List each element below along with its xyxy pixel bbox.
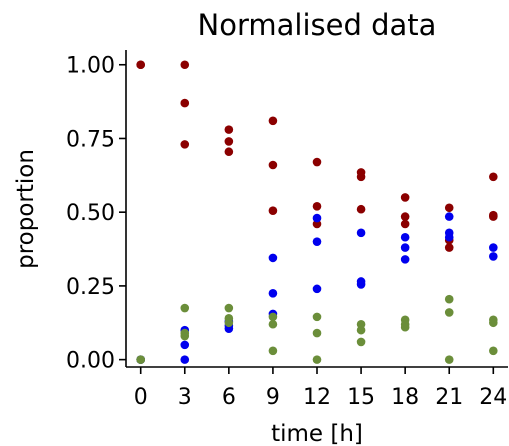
data-point-series-1 xyxy=(445,203,454,212)
y-tick-label: 1.00 xyxy=(66,54,115,79)
x-tick-label: 0 xyxy=(134,385,148,410)
x-tick-label: 15 xyxy=(347,385,375,410)
x-tick-label: 6 xyxy=(222,385,236,410)
data-point-series-3 xyxy=(180,332,189,341)
data-point-series-1 xyxy=(445,243,454,252)
data-point-series-2 xyxy=(357,280,366,289)
data-point-series-2 xyxy=(401,233,410,242)
data-point-series-3 xyxy=(313,313,322,322)
data-point-series-1 xyxy=(269,161,278,170)
data-point-series-3 xyxy=(445,295,454,304)
data-point-series-3 xyxy=(180,304,189,313)
data-point-series-3 xyxy=(225,318,234,327)
data-point-series-2 xyxy=(445,233,454,242)
data-point-series-3 xyxy=(401,323,410,332)
data-point-series-2 xyxy=(401,243,410,252)
data-point-series-3 xyxy=(225,304,234,313)
data-point-series-2 xyxy=(313,237,322,246)
data-point-series-3 xyxy=(269,320,278,329)
chart-title: Normalised data xyxy=(198,8,437,42)
data-point-series-3 xyxy=(313,329,322,338)
data-point-series-1 xyxy=(489,212,498,221)
data-point-series-3 xyxy=(269,346,278,355)
data-point-series-1 xyxy=(401,212,410,221)
x-tick-label: 12 xyxy=(303,385,331,410)
data-point-series-1 xyxy=(180,60,189,69)
data-point-series-1 xyxy=(269,206,278,215)
x-tick-label: 9 xyxy=(266,385,280,410)
data-point-series-1 xyxy=(136,60,145,69)
data-point-series-2 xyxy=(489,252,498,261)
data-points xyxy=(136,60,497,363)
data-point-series-1 xyxy=(489,173,498,182)
x-axis-label: time [h] xyxy=(271,421,363,446)
data-point-series-2 xyxy=(269,289,278,298)
data-point-series-1 xyxy=(225,137,234,146)
data-point-series-1 xyxy=(180,99,189,108)
data-point-series-3 xyxy=(445,355,454,364)
data-point-series-2 xyxy=(401,255,410,264)
data-point-series-2 xyxy=(357,229,366,238)
x-ticks: 0 3 6 9 12 15 18 21 24 xyxy=(134,367,508,410)
data-point-series-1 xyxy=(357,173,366,182)
x-tick-label: 24 xyxy=(479,385,507,410)
data-point-series-1 xyxy=(225,147,234,156)
y-tick-label: 0.75 xyxy=(66,127,115,152)
data-point-series-1 xyxy=(401,193,410,202)
data-point-series-1 xyxy=(401,220,410,229)
data-point-series-3 xyxy=(445,308,454,317)
data-point-series-3 xyxy=(357,326,366,335)
y-tick-label: 0.25 xyxy=(66,275,115,300)
data-point-series-3 xyxy=(313,355,322,364)
x-tick-label: 18 xyxy=(391,385,419,410)
data-point-series-2 xyxy=(269,254,278,263)
y-ticks: 0.00 0.25 0.50 0.75 1.00 xyxy=(66,54,126,374)
x-tick-label: 21 xyxy=(435,385,463,410)
data-point-series-2 xyxy=(445,212,454,221)
data-point-series-3 xyxy=(489,346,498,355)
data-point-series-1 xyxy=(313,202,322,211)
data-point-series-1 xyxy=(313,158,322,167)
y-axis-label: proportion xyxy=(13,149,39,269)
data-point-series-3 xyxy=(269,313,278,322)
data-point-series-1 xyxy=(269,116,278,125)
y-tick-label: 0.50 xyxy=(66,201,115,226)
data-point-series-1 xyxy=(357,205,366,214)
data-point-series-1 xyxy=(225,125,234,134)
data-point-series-2 xyxy=(489,243,498,252)
x-tick-label: 3 xyxy=(178,385,192,410)
y-tick-label: 0.00 xyxy=(66,349,115,374)
data-point-series-3 xyxy=(489,318,498,327)
data-point-series-2 xyxy=(180,341,189,350)
data-point-series-3 xyxy=(357,338,366,347)
data-point-series-2 xyxy=(313,214,322,223)
data-point-series-3 xyxy=(136,355,145,364)
data-point-series-2 xyxy=(313,285,322,294)
data-point-series-2 xyxy=(180,355,189,364)
data-point-series-1 xyxy=(180,140,189,149)
